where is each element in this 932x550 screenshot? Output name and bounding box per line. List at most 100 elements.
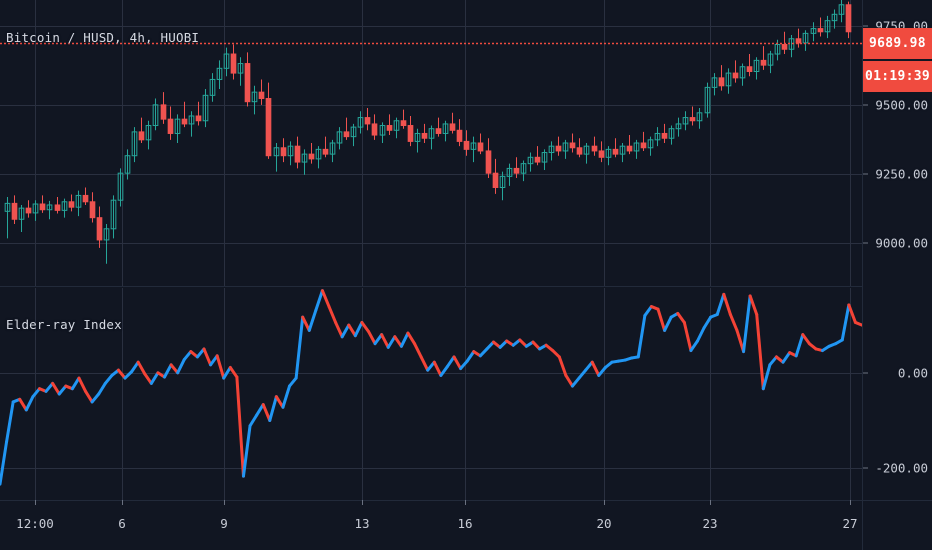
time-axis-label: 6 — [118, 516, 126, 531]
candle — [682, 111, 689, 131]
candle — [485, 138, 492, 178]
time-axis-label: 27 — [842, 516, 858, 531]
candle — [753, 57, 760, 80]
time-axis-label: 9 — [220, 516, 228, 531]
elder-ray-segment — [235, 375, 245, 478]
elder-ray-segment — [143, 372, 153, 385]
elder-ray-segment — [702, 315, 713, 330]
candle — [704, 82, 711, 118]
elder-ray-segment — [116, 368, 127, 380]
candle — [591, 136, 598, 156]
elder-ray-segment — [445, 355, 456, 368]
elder-ray-segment — [498, 339, 509, 349]
indicator-pane[interactable] — [0, 288, 862, 500]
candle — [393, 117, 400, 139]
elder-ray-segment — [255, 403, 265, 417]
elder-ray-segment — [564, 373, 574, 388]
candle — [802, 30, 809, 51]
candle — [103, 224, 110, 264]
elder-ray-segment — [597, 366, 607, 377]
candle — [167, 106, 174, 140]
candle — [244, 52, 251, 107]
time-axis[interactable]: 12:00 6 9 13 16 20 23 27 — [0, 500, 932, 550]
elder-ray-segment — [103, 373, 114, 385]
candle — [605, 146, 612, 166]
elder-ray-segment — [136, 360, 147, 376]
candle — [661, 123, 668, 143]
candle — [795, 28, 802, 48]
candle — [845, 1, 852, 39]
candle — [788, 34, 795, 58]
candle — [223, 47, 230, 77]
candle — [258, 79, 265, 105]
candle — [46, 200, 53, 220]
candle — [117, 168, 124, 207]
elder-ray-segment — [31, 387, 41, 399]
elder-ray-segment — [360, 320, 370, 333]
elder-ray-segment — [320, 289, 331, 309]
price-axis-label: 9250.00 — [875, 166, 928, 182]
candle — [216, 60, 223, 89]
elder-ray-segment — [202, 347, 213, 367]
elder-ray-segment — [84, 389, 94, 404]
elder-ray-segment — [0, 440, 9, 486]
elder-ray-segment — [149, 371, 160, 385]
elder-ray-segment — [682, 320, 693, 353]
elder-ray-segment — [261, 403, 272, 422]
candle — [619, 143, 626, 163]
elder-ray-segment — [663, 315, 673, 332]
candle — [817, 17, 824, 37]
candle — [174, 114, 181, 143]
elder-ray-segment — [195, 347, 206, 359]
candle — [654, 127, 661, 147]
candle-countdown-badge[interactable]: 01:19:39 — [863, 61, 932, 92]
candle — [138, 117, 145, 143]
candle — [188, 111, 195, 137]
elder-ray-segment — [228, 366, 239, 379]
candle — [612, 138, 619, 158]
candle — [562, 139, 569, 159]
elder-ray-segment — [570, 376, 581, 388]
elder-ray-segment — [268, 395, 278, 422]
candle — [555, 136, 562, 156]
candle — [463, 130, 470, 156]
candle — [576, 138, 583, 158]
candle — [294, 136, 301, 169]
elder-ray-segment — [393, 335, 403, 348]
elder-ray-segment — [656, 307, 667, 332]
candle — [301, 149, 308, 175]
current-price-badge[interactable]: 9689.98 — [863, 28, 932, 59]
pane-divider — [0, 286, 862, 287]
candle — [350, 123, 357, 147]
time-axis-label: 12:00 — [16, 516, 54, 531]
elder-ray-segment — [847, 303, 857, 324]
elder-ray-segment — [123, 370, 134, 380]
candle — [449, 112, 456, 134]
price-pane[interactable] — [0, 0, 862, 286]
elder-ray-index-svg[interactable] — [0, 288, 862, 500]
candle — [195, 101, 202, 126]
price-candlestick-svg[interactable] — [0, 0, 862, 286]
candle — [456, 119, 463, 147]
candle — [640, 131, 647, 151]
candle — [548, 141, 555, 161]
candle — [407, 115, 414, 147]
elder-ray-segment — [518, 338, 528, 348]
time-axis-label: 13 — [354, 516, 370, 531]
candle — [386, 114, 393, 136]
elder-ray-segment — [386, 335, 397, 349]
candle — [230, 44, 237, 80]
candle — [428, 125, 435, 150]
candle — [39, 195, 46, 213]
elder-ray-segment — [689, 339, 699, 353]
elder-ray-segment — [90, 392, 101, 404]
elder-ray-segment — [399, 331, 410, 348]
elder-ray-segment — [215, 354, 226, 380]
time-axis-tick — [604, 500, 605, 505]
candle — [160, 92, 167, 124]
elder-ray-segment — [781, 351, 792, 364]
time-axis-tick — [224, 500, 225, 505]
candle — [209, 73, 216, 102]
time-axis-label: 20 — [596, 516, 612, 531]
